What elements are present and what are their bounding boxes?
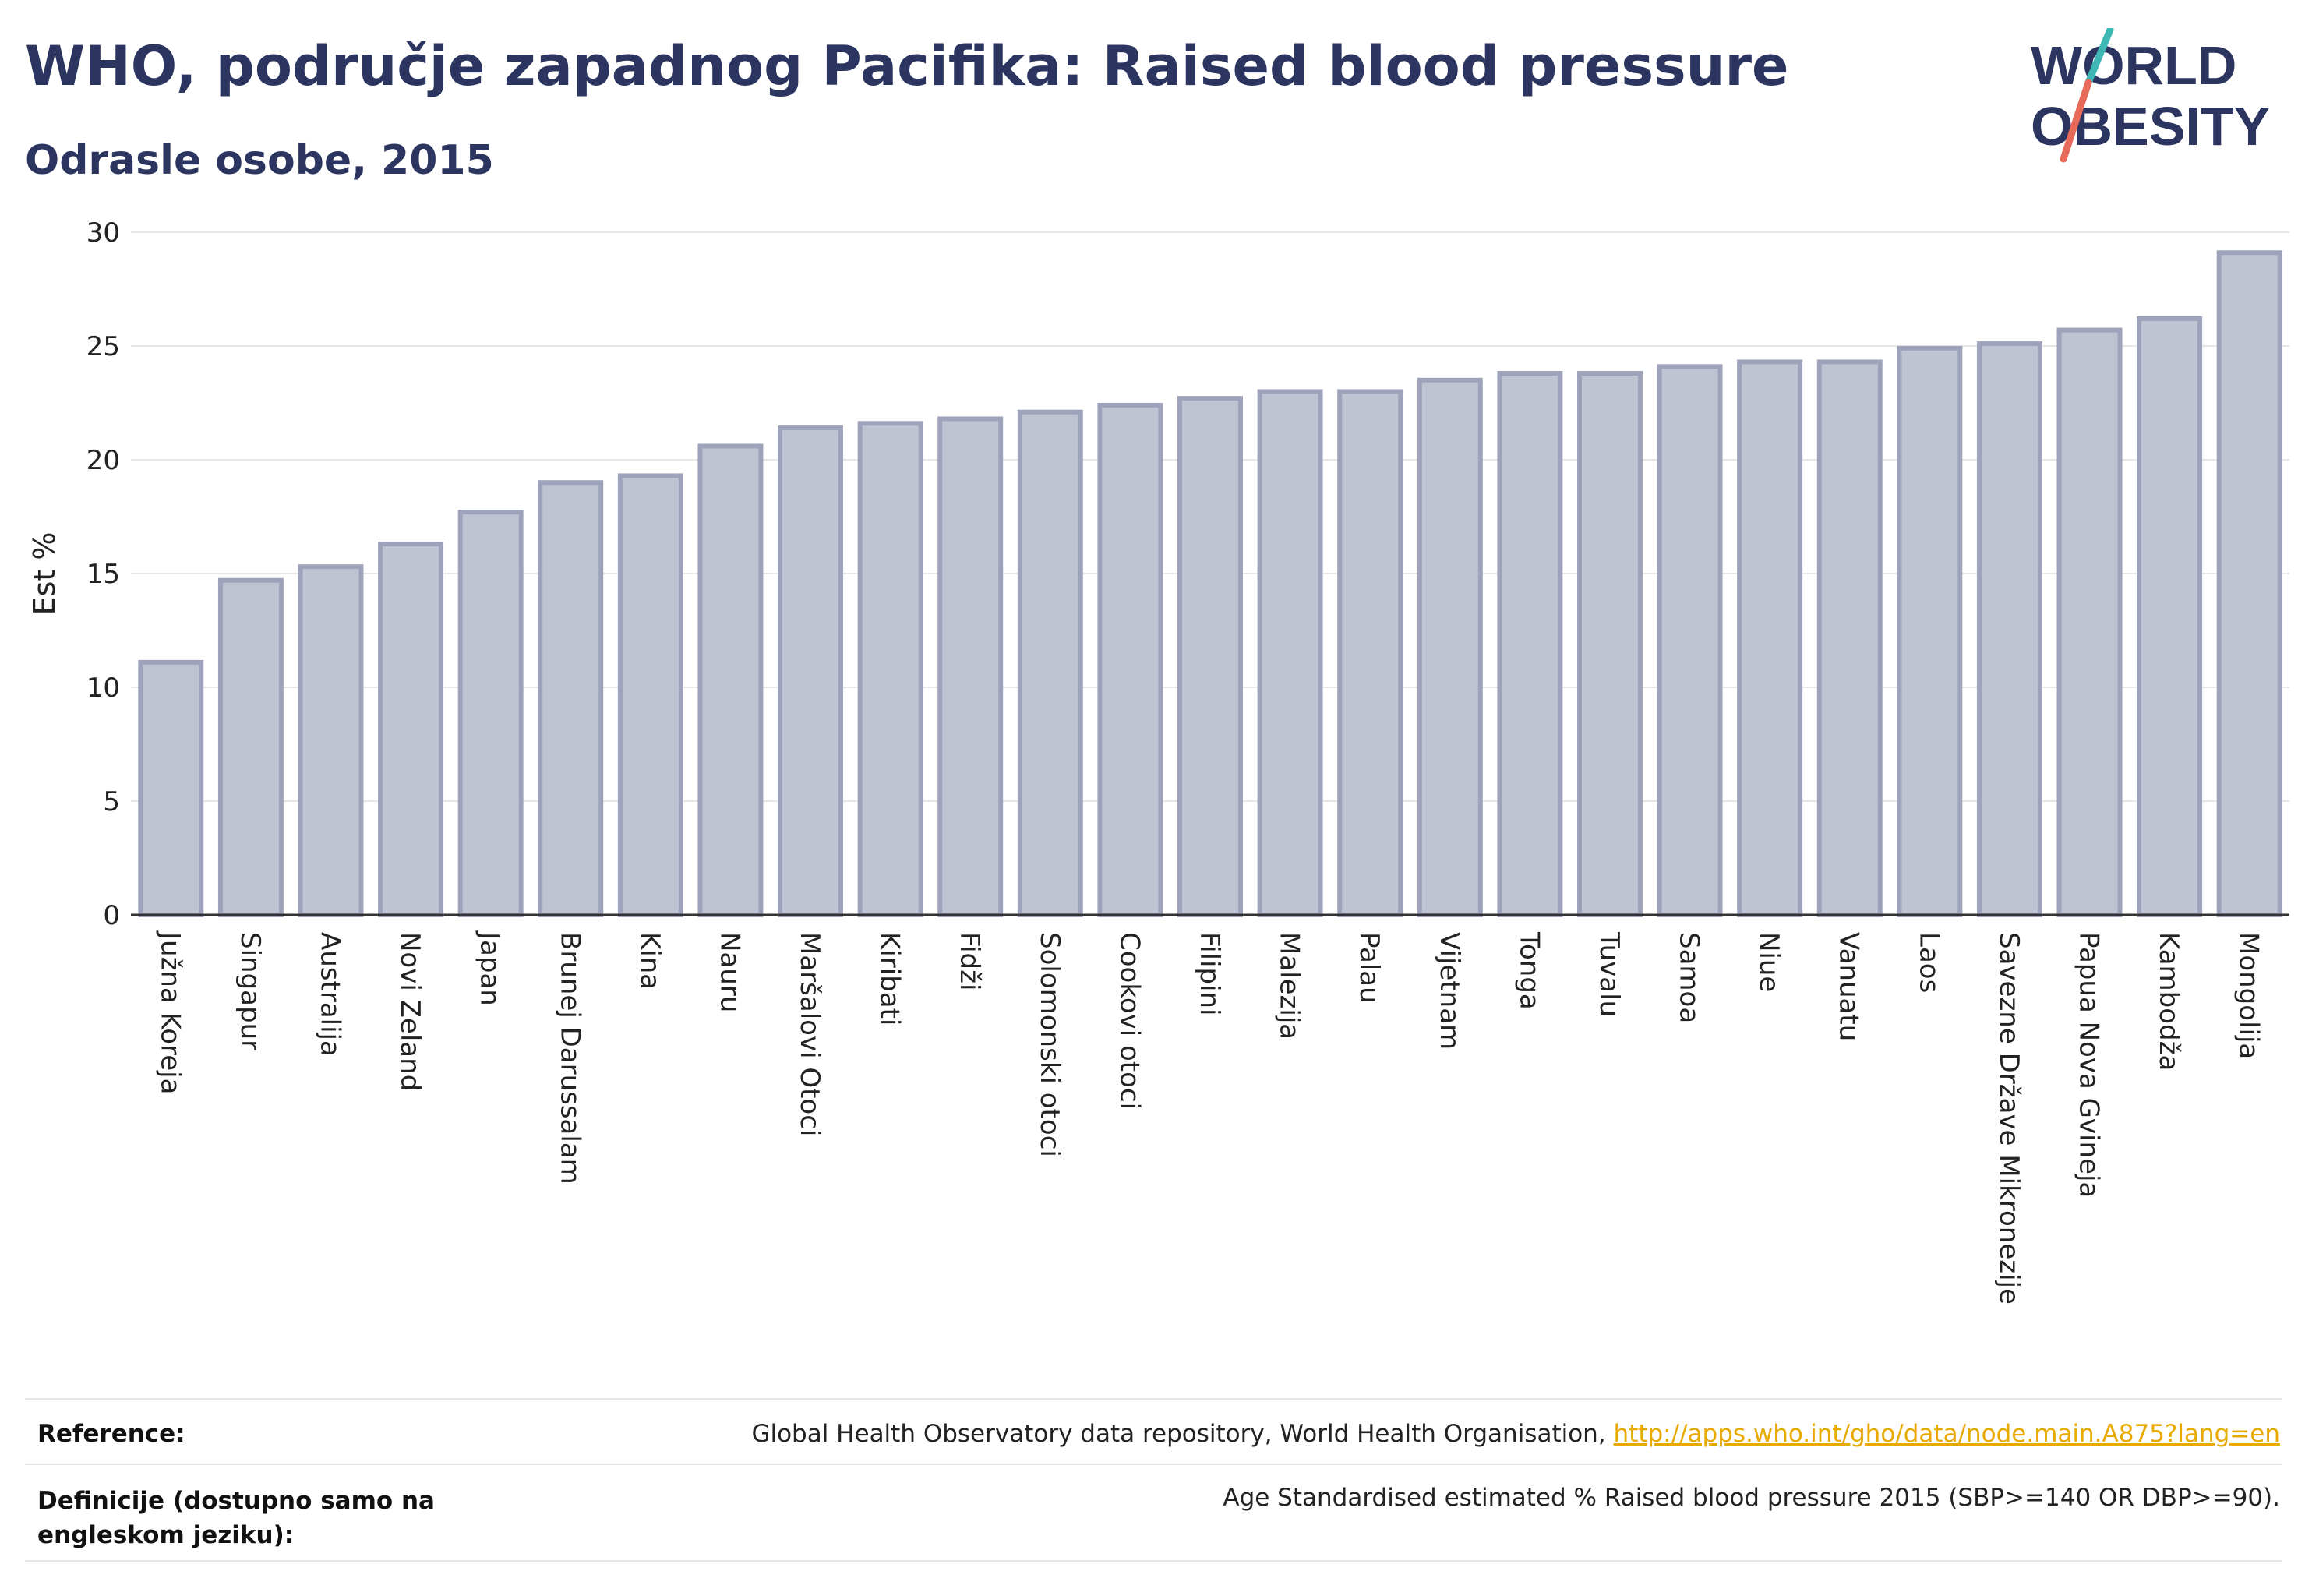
- bar: [1257, 389, 1323, 917]
- x-tick-label: Malezija: [1274, 932, 1305, 1040]
- x-tick-label: Maršalovi Otoci: [794, 932, 825, 1136]
- y-tick-label: 10: [86, 673, 120, 704]
- y-tick-label: 30: [86, 217, 120, 249]
- bar: [1097, 402, 1163, 917]
- bar: [617, 473, 683, 917]
- x-tick-label: Papua Nova Gvineja: [2074, 932, 2105, 1198]
- bar: [1417, 377, 1483, 917]
- bar: [2216, 250, 2282, 917]
- logo-slash-teal-icon: [2084, 28, 2114, 87]
- bar: [778, 425, 844, 917]
- x-tick-label: Savezne Države Mikronezije: [1993, 932, 2024, 1305]
- definition-label: Definicije (dostupno samo na engleskom j…: [37, 1487, 435, 1549]
- x-tick-label: Vanuatu: [1834, 932, 1865, 1041]
- x-tick-label: Samoa: [1674, 932, 1705, 1023]
- bar: [2137, 316, 2203, 917]
- x-tick-label: Kiribati: [874, 932, 905, 1026]
- footer-divider-top: [25, 1398, 2282, 1400]
- reference-source: Global Health Observatory data repositor…: [751, 1420, 1614, 1448]
- x-tick-label: Australija: [314, 932, 345, 1057]
- chart-title: WHO, područje zapadnog Pacifika: Raised …: [25, 34, 1789, 98]
- bar: [457, 510, 524, 917]
- x-tick-label: Kambodža: [2153, 932, 2184, 1071]
- x-tick-label: Singapur: [235, 932, 266, 1050]
- bar: [937, 416, 1004, 917]
- world-obesity-logo: WORLD OBESITY: [2031, 28, 2270, 163]
- bar: [1337, 389, 1403, 917]
- reference-link[interactable]: http://apps.who.int/gho/data/node.main.A…: [1613, 1420, 2280, 1448]
- x-tick-label: Mongolija: [2233, 932, 2264, 1059]
- x-tick-label: Južna Koreja: [154, 930, 185, 1094]
- footer-divider-middle: [25, 1464, 2282, 1465]
- bar-chart: 0 5 10 15 20 25 30 Južna Koreja Singapur Austral…: [27, 217, 2289, 1305]
- chart-subtitle: Odrasle osobe, 2015: [25, 137, 494, 184]
- bar: [1576, 371, 1643, 918]
- bar: [217, 577, 284, 917]
- bar: [1017, 409, 1083, 917]
- bar: [857, 421, 923, 917]
- y-axis-ticks: 0 5 10 15 20 25 30: [86, 217, 120, 931]
- x-tick-label: Nauru: [714, 932, 745, 1012]
- x-tick-label: Fidži: [954, 932, 985, 990]
- x-tick-label: Cookovi otoci: [1114, 932, 1145, 1110]
- y-tick-label: 15: [86, 559, 120, 590]
- bars: [138, 250, 2282, 918]
- bar: [138, 659, 204, 917]
- x-tick-label: Laos: [1913, 932, 1944, 993]
- bar: [1737, 359, 1803, 917]
- x-tick-label: Vijetnam: [1434, 932, 1465, 1050]
- bar: [1976, 341, 2042, 917]
- x-axis-labels: Južna Koreja Singapur Australija Novi Zelan…: [154, 930, 2264, 1305]
- x-tick-label: Solomonski otoci: [1034, 932, 1065, 1157]
- reference-label: Reference:: [37, 1420, 185, 1448]
- y-axis-label: Est %: [27, 532, 62, 616]
- y-tick-label: 0: [103, 900, 120, 931]
- bar: [378, 542, 444, 917]
- bar: [298, 564, 364, 917]
- bar: [697, 443, 764, 917]
- bar: [1177, 396, 1243, 918]
- reference-text: Global Health Observatory data repositor…: [751, 1420, 2280, 1448]
- x-tick-label: Tuvalu: [1594, 931, 1625, 1017]
- y-tick-label: 25: [86, 331, 120, 362]
- x-tick-label: Filipini: [1194, 932, 1225, 1015]
- x-tick-label: Brunej Darussalam: [554, 932, 585, 1185]
- bar: [1816, 359, 1883, 917]
- definition-text: Age Standardised estimated % Raised bloo…: [1223, 1484, 2280, 1512]
- bar: [1497, 371, 1563, 918]
- y-tick-label: 5: [103, 786, 120, 817]
- bar: [1897, 345, 1963, 918]
- bar: [1657, 364, 1723, 917]
- x-tick-label: Kina: [634, 932, 665, 990]
- x-tick-label: Tonga: [1513, 931, 1544, 1010]
- bar: [2056, 327, 2123, 917]
- bar: [538, 480, 604, 917]
- x-tick-label: Palau: [1354, 932, 1385, 1004]
- footer-divider-bottom: [25, 1560, 2282, 1562]
- x-tick-label: Novi Zeland: [394, 932, 425, 1091]
- y-tick-label: 20: [86, 445, 120, 476]
- logo-slash-coral-icon: [2060, 79, 2092, 163]
- x-tick-label: Niue: [1753, 932, 1784, 992]
- logo-line-1: WORLD: [2031, 35, 2236, 96]
- x-tick-label: Japan: [475, 930, 506, 1006]
